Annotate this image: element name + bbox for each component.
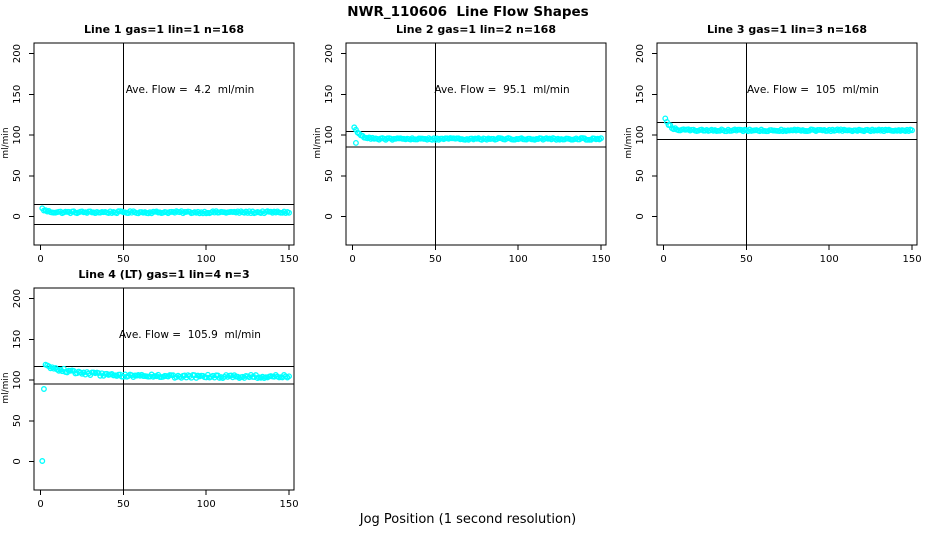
x-tick-label: 150 (591, 254, 610, 265)
x-axis: 0 50 100 150 (349, 245, 611, 265)
data-point (352, 139, 359, 146)
x-tick-label: 150 (902, 254, 921, 265)
data-series (39, 205, 292, 217)
x-tick-label: 0 (349, 254, 355, 265)
y-tick-label: 150 (12, 85, 23, 104)
ave-flow-annotation: Ave. Flow = 4.2 ml/min (125, 84, 255, 96)
y-tick-label: 0 (324, 213, 335, 219)
x-tick-label: 150 (279, 254, 298, 265)
plot-border (33, 42, 295, 246)
subplot-line-1: Line 1 gas=1 lin=1 n=168 ml/min Ave. Flo… (0, 20, 312, 265)
x-tick-label: 100 (509, 254, 528, 265)
y-tick-label: 50 (635, 169, 646, 182)
y-tick-label: 0 (12, 458, 23, 464)
reference-lines (34, 288, 294, 490)
y-axis: 0 50 100 150 200 (324, 44, 346, 220)
x-tick-label: 100 (197, 499, 216, 510)
y-tick-label: 100 (324, 125, 335, 144)
data-series (39, 361, 292, 464)
reference-lines (657, 43, 917, 245)
data-point (39, 458, 46, 464)
y-tick-label: 200 (12, 289, 23, 308)
plot-canvas: 0 50 100 150 0 50 100 150 200 (635, 42, 922, 265)
y-tick-label: 200 (635, 44, 646, 63)
subplot-title: Line 3 gas=1 lin=3 n=168 (706, 23, 867, 36)
data-point (40, 386, 47, 392)
plot-canvas: 0 50 100 150 0 50 100 150 200 (324, 42, 611, 265)
y-tick-label: 200 (12, 44, 23, 63)
subplot-title: Line 2 gas=1 lin=2 n=168 (395, 23, 556, 36)
x-tick-label: 0 (37, 254, 43, 265)
y-tick-label: 100 (12, 125, 23, 144)
subplot-title: Line 4 (LT) gas=1 lin=4 n=3 (78, 268, 250, 281)
x-tick-label: 0 (660, 254, 666, 265)
figure-xlabel: Jog Position (1 second resolution) (359, 512, 577, 527)
x-tick-label: 50 (429, 254, 442, 265)
ave-flow-annotation: Ave. Flow = 105.9 ml/min (119, 329, 261, 341)
x-axis: 0 50 100 150 (37, 245, 299, 265)
data-point (286, 373, 292, 380)
y-axis: 0 50 100 150 200 (635, 44, 657, 220)
reference-lines (346, 43, 606, 245)
plot-border (33, 287, 295, 491)
x-tick-label: 50 (117, 499, 130, 510)
y-tick-label: 200 (324, 44, 335, 63)
x-axis: 0 50 100 150 (37, 490, 299, 510)
y-tick-label: 0 (12, 213, 23, 219)
plot-border (345, 42, 607, 246)
ave-flow-annotation: Ave. Flow = 95.1 ml/min (434, 84, 570, 96)
x-tick-label: 50 (117, 254, 130, 265)
y-tick-label: 50 (324, 169, 335, 182)
subplot-line-2: Line 2 gas=1 lin=2 n=168 ml/min Ave. Flo… (312, 20, 624, 265)
figure-title: NWR_110606 Line Flow Shapes (347, 4, 589, 20)
subplot-line-3: Line 3 gas=1 lin=3 n=168 ml/min Ave. Flo… (623, 20, 935, 265)
x-tick-label: 50 (740, 254, 753, 265)
data-series (662, 115, 915, 135)
y-tick-label: 100 (12, 370, 23, 389)
data-series (351, 124, 604, 146)
x-axis: 0 50 100 150 (660, 245, 922, 265)
x-tick-label: 100 (820, 254, 839, 265)
ave-flow-annotation: Ave. Flow = 105 ml/min (747, 84, 879, 96)
y-tick-label: 0 (635, 213, 646, 219)
y-tick-label: 50 (12, 169, 23, 182)
y-tick-label: 150 (635, 85, 646, 104)
subplot-title: Line 1 gas=1 lin=1 n=168 (83, 23, 244, 36)
data-point (286, 209, 292, 216)
data-point (909, 127, 915, 134)
plot-canvas: 0 50 100 150 0 50 100 150 200 (12, 42, 299, 265)
y-tick-label: 100 (635, 125, 646, 144)
y-tick-label: 150 (12, 330, 23, 349)
x-tick-label: 100 (197, 254, 216, 265)
y-tick-label: 150 (324, 85, 335, 104)
x-tick-label: 150 (279, 499, 298, 510)
y-axis: 0 50 100 150 200 (12, 289, 34, 465)
x-tick-label: 0 (37, 499, 43, 510)
data-point (598, 135, 604, 142)
plot-border (656, 42, 918, 246)
y-tick-label: 50 (12, 414, 23, 427)
plot-canvas: 0 50 100 150 0 50 100 150 200 (12, 287, 299, 510)
y-axis: 0 50 100 150 200 (12, 44, 34, 220)
subplot-line-4: Line 4 (LT) gas=1 lin=4 n=3 ml/min Ave. … (0, 265, 312, 510)
